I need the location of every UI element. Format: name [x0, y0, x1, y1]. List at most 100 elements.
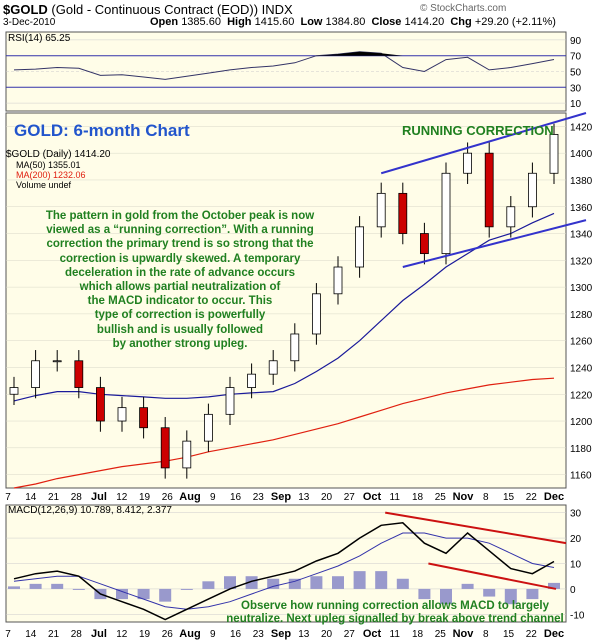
candle-body — [528, 172, 537, 208]
macd-histogram-bar — [137, 588, 150, 600]
x-tick-label: Sep — [271, 491, 291, 503]
legend-volume: Volume undef — [16, 180, 72, 190]
macd-tick-label: 20 — [570, 534, 582, 545]
x-tick-label: 7 — [5, 492, 11, 503]
macd-histogram-bar — [267, 578, 280, 589]
price-tick-label: 1360 — [570, 203, 593, 214]
x-tick-label: 15 — [503, 492, 515, 503]
macd-histogram-bar — [116, 588, 128, 600]
macd-lower-trend-line — [428, 562, 557, 590]
price-tick-label: 1240 — [570, 363, 593, 374]
macd-histogram-bar — [29, 583, 42, 589]
macd-histogram-bar — [51, 583, 64, 589]
candle-body — [225, 387, 235, 415]
x-tick-label: 18 — [412, 492, 424, 503]
macd-note: Observe how running correction allows MA… — [226, 600, 564, 625]
candle-body — [463, 152, 473, 174]
x-tick-label: 22 — [526, 492, 538, 503]
macd-histogram-bar — [483, 588, 496, 597]
x-tick-label: Nov — [453, 628, 475, 640]
rsi-tick-label: 50 — [570, 68, 582, 79]
price-frame — [5, 112, 567, 489]
price-tick-label: 1200 — [570, 417, 593, 428]
x-tick-label: Aug — [179, 628, 200, 640]
candle-body — [355, 226, 365, 268]
x-tick-label: 20 — [321, 629, 333, 640]
candle-body — [419, 233, 429, 255]
candle-body — [441, 172, 451, 255]
macd-histogram-bar — [72, 588, 85, 590]
x-tick-label: 28 — [71, 629, 83, 640]
x-tick-label: Oct — [363, 491, 382, 503]
candle-body — [506, 206, 516, 228]
macd-panel: 30 20 10 0 -10 — [5, 504, 585, 623]
legend-price: $GOLD (Daily) 1414.20 — [6, 149, 111, 160]
price-tick-label: 1400 — [570, 149, 593, 160]
x-axis-lower: 7 14 21 28 Jul 12 19 26 Aug 9 16 23 Sep 13 20 27 Oct 11 18… — [5, 628, 564, 640]
price-tick-label: 1220 — [570, 390, 593, 401]
x-tick-label: 26 — [162, 492, 174, 503]
price-panel: 1420 1400 1380 1360 1340 1320 1300 1280 1260 1240… — [5, 112, 593, 489]
rsi-tick-label: 70 — [570, 52, 582, 63]
x-tick-label: 25 — [435, 492, 447, 503]
x-tick-label: 7 — [5, 629, 11, 640]
candle-body — [484, 152, 494, 228]
candle-body — [398, 192, 408, 234]
ohlc-readout: Open 1385.60 High 1415.60 Low 1384.80 Cl… — [150, 16, 556, 28]
pattern-label: RUNNING CORRECTION — [402, 123, 554, 138]
x-tick-label: 14 — [25, 492, 37, 503]
rsi-tick-label: 90 — [570, 36, 582, 47]
macd-line — [13, 522, 555, 621]
candle-body — [290, 333, 300, 362]
price-legend: $GOLD (Daily) 1414.20 MA(50) 1355.01 MA(… — [6, 149, 111, 191]
ma200-line — [13, 377, 555, 489]
x-tick-label: 21 — [48, 492, 60, 503]
candle-body — [268, 360, 278, 375]
macd-histogram-bar — [526, 588, 539, 600]
price-tick-label: 1340 — [570, 230, 593, 241]
x-tick-label: 11 — [390, 629, 401, 640]
candle-body — [247, 373, 257, 388]
macd-histogram-bar — [353, 571, 366, 589]
macd-histogram-bar — [440, 588, 452, 605]
chart-title: GOLD: 6-month Chart — [14, 121, 190, 140]
x-tick-label: 8 — [483, 492, 489, 503]
macd-label: MACD(12,26,9) 10.789, 8.412, 2.377 — [8, 505, 172, 516]
macd-histogram-bar — [396, 578, 409, 589]
x-tick-label: 21 — [48, 629, 60, 640]
instrument-name: (Gold - Continuous Contract (EOD)) — [51, 2, 259, 17]
x-tick-label: 11 — [390, 492, 401, 503]
macd-histogram-bar — [288, 578, 301, 589]
macd-signal-line — [13, 532, 555, 610]
candle-body — [549, 134, 559, 174]
candle-body — [182, 440, 192, 469]
candle-body — [376, 192, 386, 228]
price-tick-label: 1300 — [570, 283, 593, 294]
rsi-panel: 90 70 50 30 10 — [5, 31, 582, 112]
x-tick-label: 9 — [210, 629, 216, 640]
x-tick-label: 9 — [210, 492, 216, 503]
macd-histogram-bar — [418, 588, 431, 600]
x-tick-label: Nov — [453, 491, 475, 503]
candle-body — [9, 387, 19, 395]
price-tick-label: 1320 — [570, 256, 593, 267]
chart-date: 3-Dec-2010 — [3, 17, 56, 28]
symbol: $GOLD — [3, 2, 48, 17]
x-tick-label: Jul — [91, 628, 107, 640]
macd-histogram-bar — [375, 571, 388, 589]
macd-histogram-bar — [8, 586, 20, 589]
x-tick-label: 23 — [253, 492, 265, 503]
price-tick-label: 1280 — [570, 310, 593, 321]
upper-trend-line — [380, 112, 587, 175]
macd-histogram-bar — [159, 588, 172, 602]
price-tick-label: 1420 — [570, 122, 593, 133]
candle-body — [52, 360, 62, 363]
candle-body — [160, 427, 170, 469]
x-tick-label: 12 — [116, 492, 128, 503]
macd-tick-label: -10 — [570, 610, 585, 621]
x-tick-label: 16 — [230, 492, 242, 503]
x-tick-label: 19 — [139, 629, 151, 640]
x-tick-label: 15 — [503, 629, 515, 640]
macd-tick-label: 10 — [570, 560, 582, 571]
x-tick-label: Oct — [363, 628, 382, 640]
